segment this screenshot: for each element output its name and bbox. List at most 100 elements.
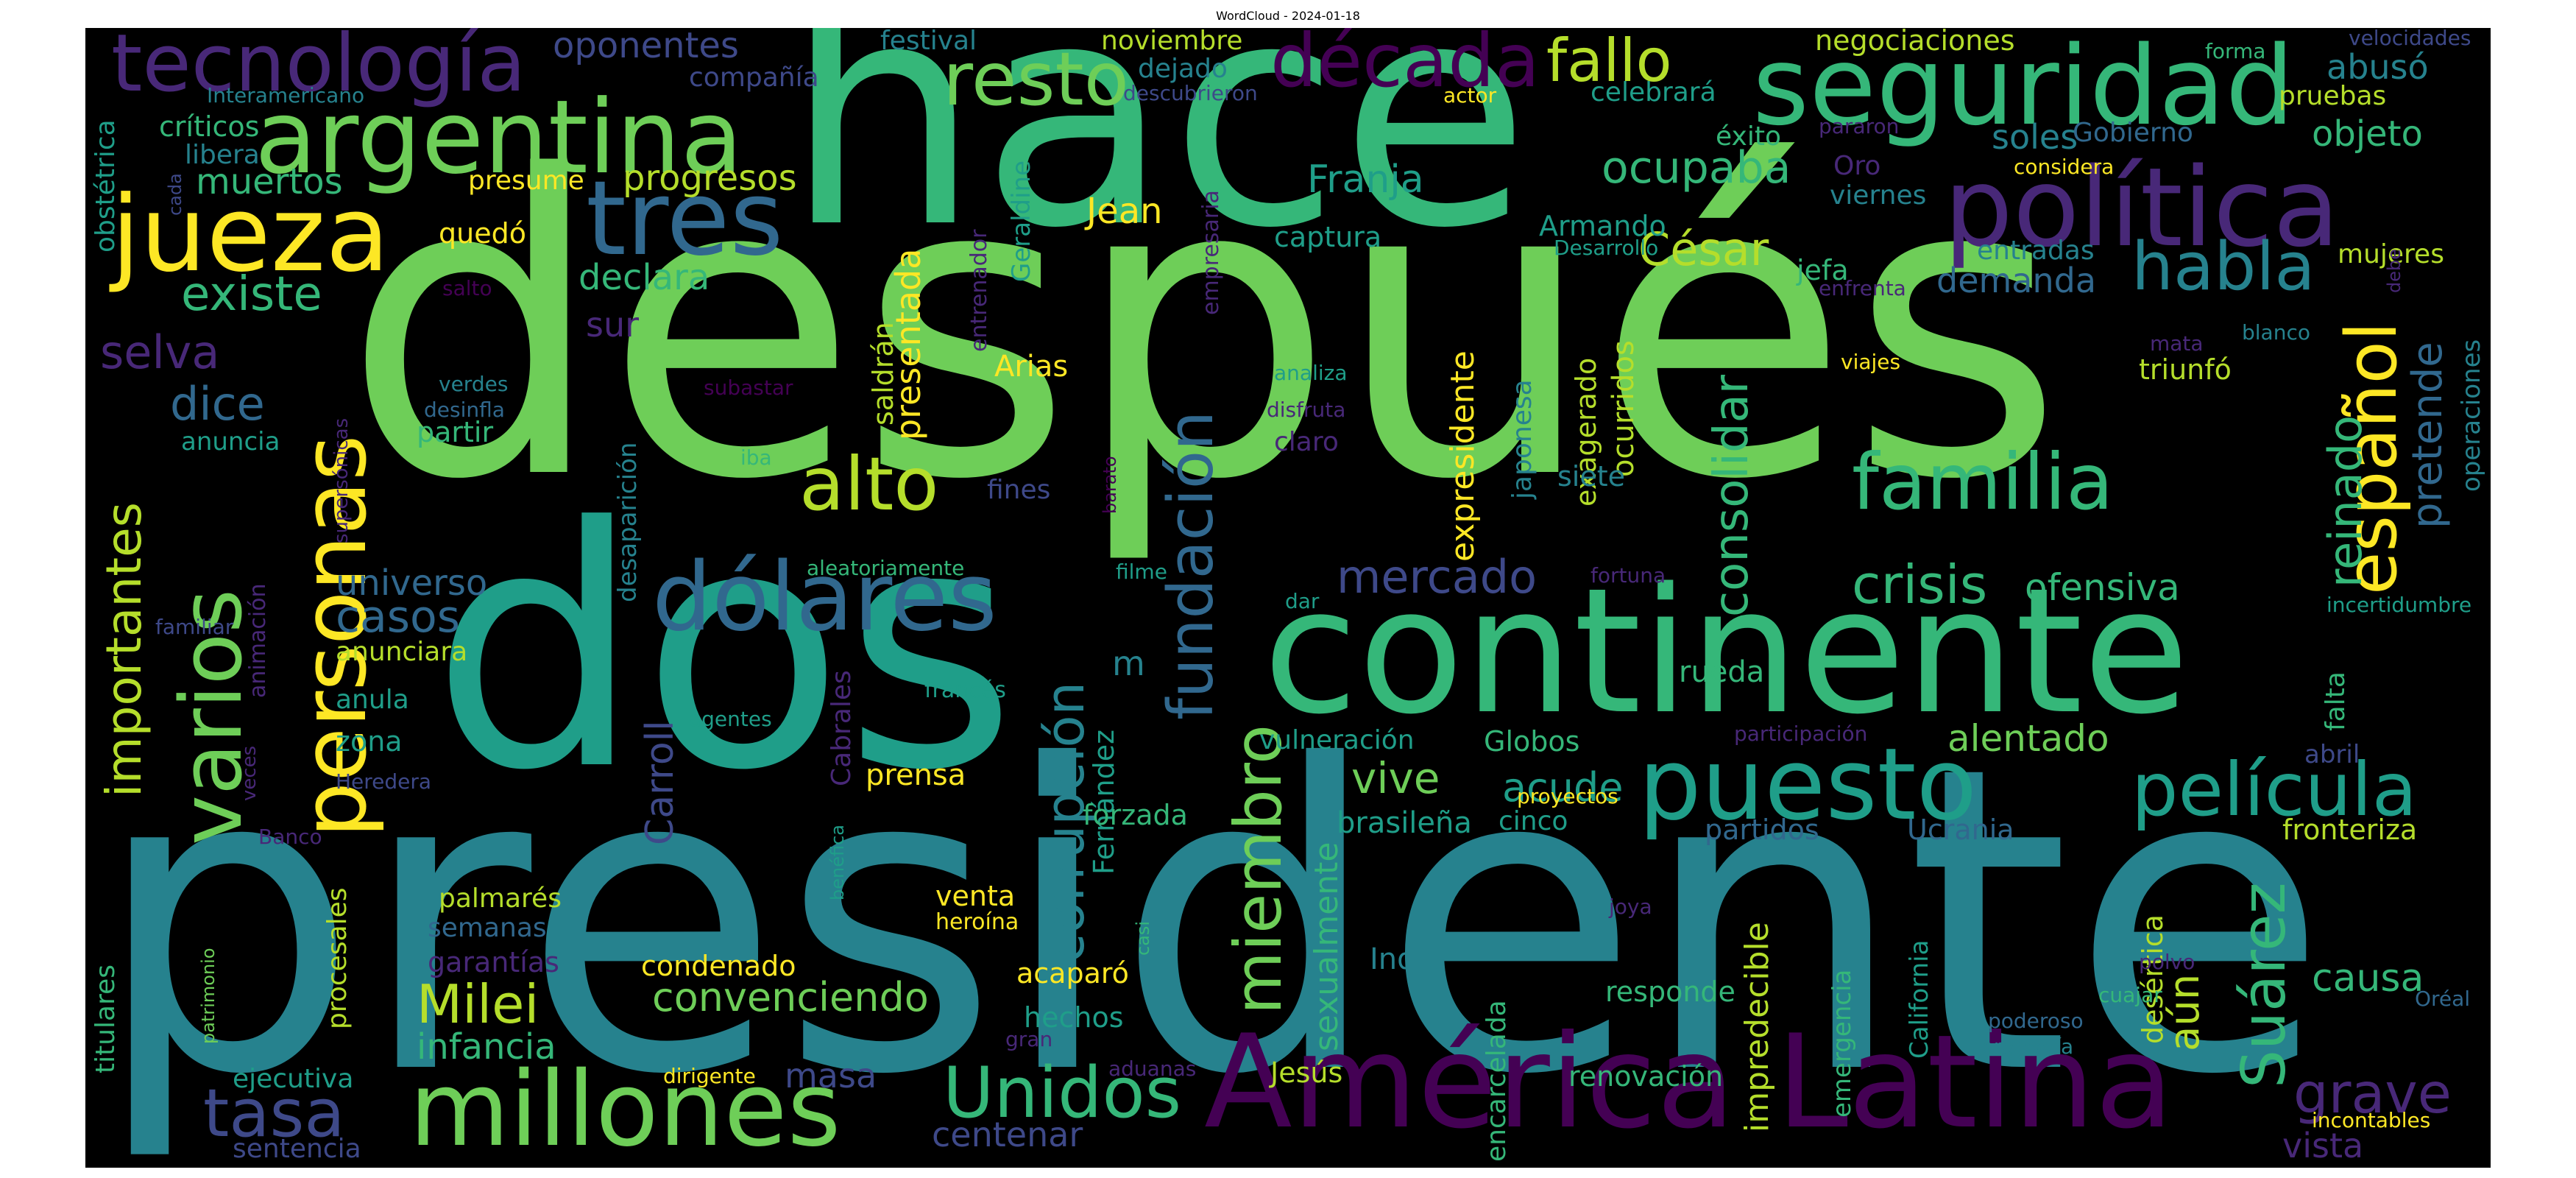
word: muertos [196, 161, 343, 202]
word: centenar [932, 1115, 1083, 1154]
word: renovación [1568, 1060, 1724, 1093]
word: éxito [1716, 121, 1781, 152]
word: César [1638, 222, 1769, 276]
word: familia [1852, 437, 2114, 527]
word: mujeres [2338, 239, 2444, 269]
word: captura [1274, 221, 1382, 253]
word: filme [1116, 560, 1167, 584]
word: francés [924, 677, 1006, 703]
word: saldrán [867, 322, 899, 426]
word: puesto [1638, 727, 1978, 842]
word: operaciones [2457, 339, 2486, 492]
word: viernes [1830, 180, 1927, 211]
word: infancia [417, 1026, 556, 1068]
word: Desarrollo [1554, 236, 1659, 260]
word: importantes [96, 501, 152, 797]
word: Geraldine [1007, 160, 1036, 282]
word: dar [1285, 589, 1320, 613]
word: argentina [255, 78, 743, 197]
word: rueda [1679, 655, 1765, 689]
word: venta [935, 880, 1016, 912]
word: prensa [866, 758, 966, 792]
word: debe [2384, 249, 2405, 293]
word: titulares [91, 964, 121, 1073]
word: prometía [1981, 1034, 2074, 1059]
word: iba [740, 445, 772, 470]
word: proyectos [1517, 784, 1618, 808]
word: Milei [417, 973, 539, 1035]
word: California [1905, 939, 1934, 1059]
word: acaparó [1016, 957, 1129, 990]
word: aleatoriamente [807, 556, 965, 580]
word: actor [1443, 83, 1497, 107]
word: verdes [439, 372, 509, 396]
word: compañía [689, 63, 819, 93]
word: dos [431, 457, 1017, 843]
word: América Latina [1204, 1008, 2174, 1157]
word: disfruta [1267, 398, 1346, 422]
word: agentes [689, 707, 772, 731]
word: entradas [1977, 236, 2095, 266]
word: Ucrania [1907, 814, 2014, 846]
word: dejado [1138, 54, 1228, 84]
word: anula [336, 685, 409, 715]
word: familiar [155, 615, 234, 639]
word: anuncia [181, 427, 280, 456]
word: barato [1100, 456, 1120, 514]
word: cuajar [2098, 983, 2162, 1007]
word: Arias [994, 350, 1069, 384]
word: fines [987, 475, 1051, 505]
word: Banco [258, 825, 322, 849]
word: existe [181, 267, 322, 322]
word: considera [2014, 155, 2115, 179]
word: grave [2293, 1061, 2452, 1126]
word: viajes [1841, 350, 1901, 374]
word: presidente [93, 678, 2329, 1166]
word: dirigente [663, 1064, 756, 1088]
word: millones [409, 1050, 841, 1168]
word: supersónicas [330, 417, 353, 543]
word: japonesa [1507, 379, 1538, 499]
word: participación [1734, 722, 1868, 746]
word: encarcelada [1482, 1000, 1512, 1162]
word: tasa [203, 1075, 345, 1152]
word: empresaria [1198, 190, 1224, 315]
word: consolidar [1705, 374, 1759, 617]
word: casos [336, 591, 460, 643]
word: celebrará [1590, 77, 1716, 107]
word: Indio [1370, 942, 1443, 976]
word: dólares [652, 543, 997, 652]
word: m [1112, 643, 1145, 683]
word: mata [2150, 331, 2204, 356]
word: continente [1263, 551, 2190, 752]
word: claro [1274, 427, 1339, 457]
word: tres [586, 159, 784, 279]
word: enfrenta [1819, 276, 1906, 300]
word: presume [468, 166, 584, 196]
word: vulneración [1259, 725, 1415, 755]
word: quedó [439, 217, 526, 250]
word: sur [586, 305, 640, 345]
word: forma [2205, 39, 2266, 63]
word: benéfica [827, 825, 848, 900]
word: causa [2312, 956, 2424, 1001]
word: pruebas [2279, 81, 2387, 111]
word: pararon [1819, 114, 1900, 138]
word: aduanas [1108, 1057, 1197, 1081]
word: Franja [1307, 158, 1424, 202]
word: partir [417, 416, 494, 448]
word: vista [2282, 1126, 2364, 1165]
word: Oréal [2415, 987, 2471, 1011]
word: polvo [2139, 950, 2195, 974]
word: oponentes [553, 28, 739, 66]
word: objeto [2312, 113, 2423, 155]
word: abril [2304, 740, 2360, 769]
word: pretende [2404, 342, 2452, 529]
word: abusó [2326, 47, 2429, 87]
word: palmarés [439, 884, 562, 914]
word: fundación [1155, 411, 1228, 720]
word: masa [785, 1056, 877, 1096]
word: Heredera [336, 769, 432, 794]
word: Suárez [2229, 882, 2299, 1088]
word: descubrieron [1123, 81, 1258, 105]
